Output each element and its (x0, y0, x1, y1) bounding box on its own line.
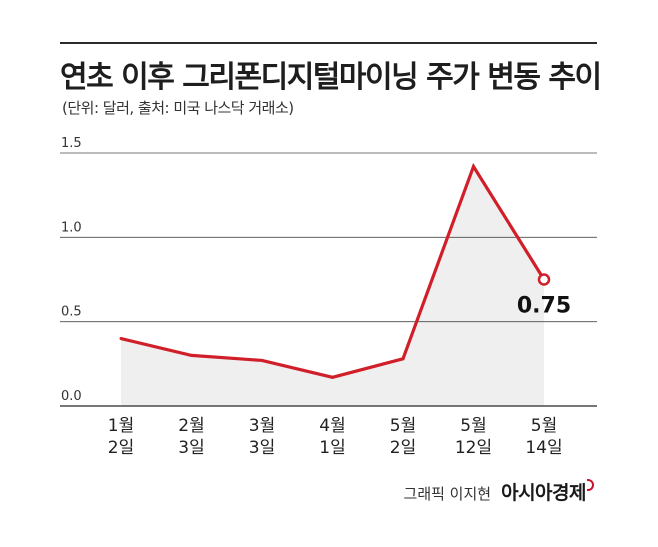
area-fill (121, 166, 544, 406)
x-tick-label: 3월 3일 (249, 416, 275, 458)
x-tick-label: 5월 12일 (455, 416, 492, 458)
x-tick-label: 5월 2일 (390, 416, 416, 458)
chart-title: 연초 이후 그리폰디지털마이닝 주가 변동 추이 (60, 60, 602, 95)
data-point (537, 273, 551, 286)
data-point (190, 353, 193, 357)
y-tick-label: 1.5 (61, 136, 82, 151)
chart-subtitle: (단위: 달러, 출처: 미국 나스닥 거래소) (62, 99, 294, 117)
data-point (119, 337, 123, 341)
graphic-credit: 그래픽 이지현 (403, 485, 492, 503)
data-point (331, 375, 334, 379)
publisher-logo-mark (587, 479, 594, 491)
data-point (260, 358, 264, 362)
credit-line: 그래픽 이지현 아시아경제 (403, 478, 587, 505)
x-tick-label: 1월 2일 (108, 416, 134, 458)
y-tick-label: 1.0 (61, 220, 82, 235)
publisher-brand: 아시아경제 (501, 482, 586, 504)
data-label: 0.75 (517, 294, 571, 319)
x-tick-label: 5월 14일 (525, 416, 562, 458)
data-point (401, 357, 405, 361)
y-tick-label: 0.0 (61, 389, 82, 404)
x-tick-label: 2월 3일 (178, 416, 204, 458)
title-top-rule (60, 42, 597, 44)
y-tick-label: 0.5 (61, 305, 82, 320)
x-tick-label: 4월 1일 (319, 416, 345, 458)
data-point (472, 164, 475, 168)
